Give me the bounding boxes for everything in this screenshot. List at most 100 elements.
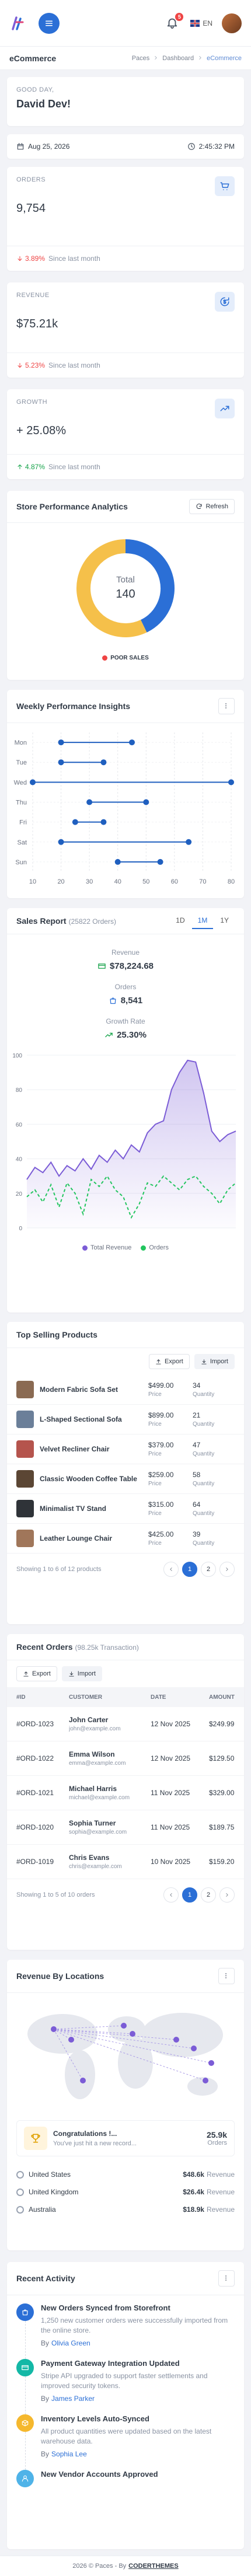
stat-icon [105, 1032, 113, 1038]
location-row: United Kingdom $26.4k Revenue [7, 2183, 244, 2201]
kpi-value: 9,754 [16, 202, 46, 215]
avatar[interactable] [222, 13, 242, 33]
action-button[interactable]: Import [61, 1666, 102, 1681]
action-button[interactable]: Export [16, 1666, 57, 1681]
product-name: Classic Wooden Coffee Table [40, 1475, 137, 1483]
order-id: #ORD-1021 [16, 1789, 54, 1797]
kpi-change: 3.89% Since last month [7, 246, 244, 271]
clock-icon-path [191, 144, 193, 148]
locations-card: Revenue By Locations Congratulations !...… [7, 1960, 244, 2250]
kpi-icon-glyph-path [220, 297, 229, 306]
dumbbell-high [157, 858, 163, 865]
kpi-icon-glyph-path [225, 406, 229, 410]
activity-glyph-path [23, 2309, 27, 2312]
quantity-label: Quantity [193, 1451, 215, 1457]
kpi-icon-glyph [220, 406, 229, 411]
product-image [16, 1411, 34, 1428]
customer-email: emma@example.com [69, 1760, 126, 1767]
dumbbell-low [58, 739, 64, 746]
record-value: 25.9k [206, 2130, 227, 2139]
author-name[interactable]: James Parker [51, 2395, 95, 2403]
table-header: #ID CUSTOMER DATE AMOUNT [7, 1687, 244, 1707]
trend-arrow [18, 256, 22, 261]
range-tab[interactable]: 1D [176, 916, 185, 924]
page-title: eCommerce [9, 53, 57, 63]
stat-value: 25.30% [7, 1030, 244, 1040]
trend-arrow [18, 363, 22, 368]
product-image [16, 1381, 34, 1398]
legend-label: Orders [149, 1244, 169, 1251]
author-name[interactable]: Olivia Green [51, 2339, 90, 2347]
prev-page[interactable] [163, 1562, 179, 1577]
price-label: Price [148, 1451, 162, 1457]
y-tick-label: 60 [16, 1122, 23, 1128]
notifications[interactable]: 5 [166, 12, 184, 30]
language-selector[interactable]: EN [190, 19, 212, 27]
qty-cell: 21 Quantity [193, 1411, 228, 1427]
next-page[interactable] [219, 1562, 235, 1577]
breadcrumb-separator [155, 55, 157, 60]
card-title: Sales Report (25822 Orders) [16, 916, 116, 926]
stat: Orders 8,541 [7, 977, 244, 1011]
page-button[interactable]: 2 [201, 1887, 216, 1903]
breadcrumb-item[interactable]: Dashboard [162, 54, 194, 62]
action-button[interactable]: Import [194, 1354, 235, 1369]
card-header: Recent Activity [7, 2262, 244, 2295]
page-button[interactable]: 1 [182, 1562, 197, 1577]
page-info: Showing 1 to 6 of 12 products [16, 1566, 102, 1573]
prev-page[interactable] [163, 1887, 179, 1903]
menu-button[interactable] [39, 12, 60, 34]
continent [141, 2013, 223, 2057]
more-icon-path [225, 2275, 226, 2277]
order-id: #ORD-1023 [16, 1720, 54, 1728]
activity-title: Inventory Levels Auto-Synced [41, 2414, 149, 2423]
route [53, 2025, 124, 2030]
range-tab[interactable]: 1M [191, 913, 214, 929]
price-cell: $425.00 Price [148, 1530, 193, 1547]
revenue-label: Revenue [206, 2188, 235, 2196]
y-tick-label: Sun [15, 859, 27, 866]
next-page[interactable] [219, 1887, 235, 1903]
page-button[interactable]: 1 [182, 1887, 197, 1903]
more-button[interactable] [218, 1968, 235, 1984]
range-tabs: 1D 1M 1Y [170, 913, 235, 929]
order-row: #ORD-1020 Sophia Turner sophia@example.com… [7, 1810, 244, 1845]
product-row: L-Shaped Sectional Sofa $899.00 Price 21 Qua… [7, 1405, 244, 1434]
breadcrumb-item[interactable]: Paces [131, 54, 150, 62]
route [53, 2029, 133, 2034]
page-button[interactable]: 2 [201, 1562, 216, 1577]
kpi-icon [215, 399, 235, 418]
product-row: Leather Lounge Chair $425.00 Price 39 Quanti… [7, 1524, 244, 1554]
refresh-button[interactable]: Refresh [189, 499, 235, 514]
sales-chart: 0 20 40 60 80 100 [12, 1053, 236, 1232]
footer-brand[interactable]: CODERTHEMES [128, 2563, 179, 2570]
column-header: #ID [16, 1694, 26, 1701]
congrats-value: 25.9k Orders [207, 2130, 227, 2146]
kpi-head: ORDERS [16, 176, 235, 196]
more-icon-path [225, 1975, 226, 1977]
series-line [26, 1059, 236, 1180]
dumbbell-high [228, 779, 234, 786]
page-info: Showing 1 to 5 of 10 orders [16, 1891, 95, 1898]
activity-author: By James Parker [41, 2395, 235, 2403]
price-cell: $899.00 Price [148, 1411, 193, 1427]
y-tick-label: Thu [16, 800, 27, 807]
activity-glyph [22, 2309, 28, 2316]
range-tab[interactable]: 1Y [220, 916, 229, 924]
more-icon-path [225, 703, 226, 704]
activity-text: Stripe API upgraded to support faster se… [41, 2372, 208, 2390]
dumbbell-low [114, 858, 121, 865]
customer-name: Sophia Turner [69, 1819, 116, 1827]
action-button[interactable]: Export [149, 1354, 190, 1369]
marker [80, 2078, 86, 2083]
more-button[interactable] [218, 698, 235, 714]
by-label: By [41, 2339, 50, 2347]
activity-glyph-path [22, 2310, 28, 2316]
more-button[interactable] [218, 2270, 235, 2287]
bell-icon-path [168, 18, 177, 26]
activity-icon [16, 2470, 34, 2487]
product-row: Modern Fabric Sofa Set $499.00 Price 34 Quan… [7, 1375, 244, 1405]
timeline-line [25, 2432, 26, 2470]
author-name[interactable]: Sophia Lee [51, 2450, 87, 2458]
